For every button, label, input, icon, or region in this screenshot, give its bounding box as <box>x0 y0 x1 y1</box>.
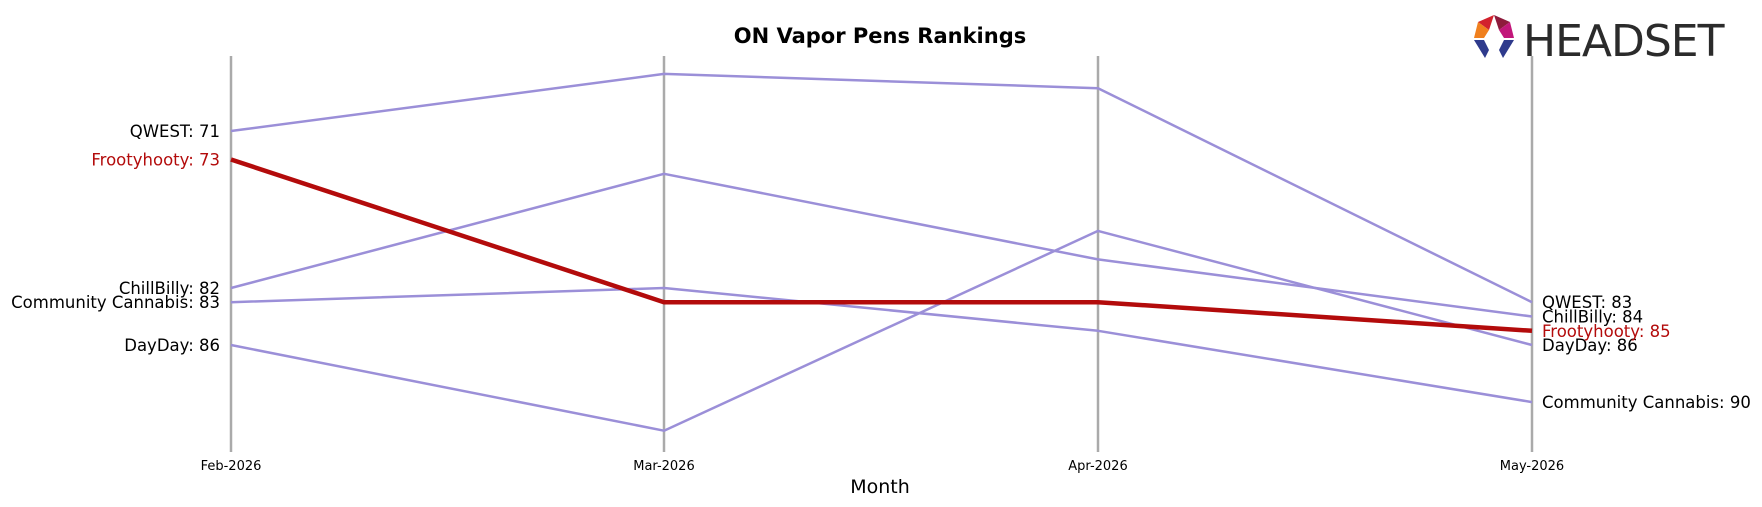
end-label-dayday: DayDay: 86 <box>1542 336 1638 355</box>
series-lines <box>230 72 1533 432</box>
headset-logo-text: HEADSET <box>1523 16 1725 67</box>
grid-lines <box>229 56 1534 452</box>
headset-logo: HEADSET <box>1474 15 1726 67</box>
x-tick-label: Mar-2026 <box>633 459 694 474</box>
x-axis-label: Month <box>850 476 910 498</box>
start-label-dayday: DayDay: 86 <box>124 336 220 355</box>
end-label-community-cannabis: Community Cannabis: 90 <box>1542 393 1751 412</box>
chart-title: ON Vapor Pens Rankings <box>734 24 1026 48</box>
headset-logo-mark <box>1474 15 1514 58</box>
x-tick-label: Feb-2026 <box>201 459 262 474</box>
end-label-chillbilly: ChillBilly: 84 <box>1542 308 1643 327</box>
series-line-qwest <box>230 72 1533 304</box>
x-tick-label: May-2026 <box>1500 459 1564 474</box>
start-label-frootyhooty: Frootyhooty: 73 <box>91 151 220 170</box>
series-line-frootyhooty <box>230 157 1533 334</box>
series-line-dayday <box>230 229 1533 432</box>
x-tick-labels: Feb-2026 Mar-2026 Apr-2026 May-2026 <box>201 459 1565 474</box>
x-tick-label: Apr-2026 <box>1068 459 1127 474</box>
start-label-qwest: QWEST: 71 <box>130 122 220 141</box>
start-label-chillbilly: ChillBilly: 82 <box>119 279 220 298</box>
series-labels: QWEST: 71 QWEST: 83 ChillBilly: 82 ChillBil… <box>11 122 1751 412</box>
end-label-qwest: QWEST: 83 <box>1542 293 1632 312</box>
start-label-community-cannabis: Community Cannabis: 83 <box>11 293 220 312</box>
series-line-community-cannabis <box>230 286 1533 404</box>
end-label-frootyhooty: Frootyhooty: 85 <box>1542 322 1671 341</box>
